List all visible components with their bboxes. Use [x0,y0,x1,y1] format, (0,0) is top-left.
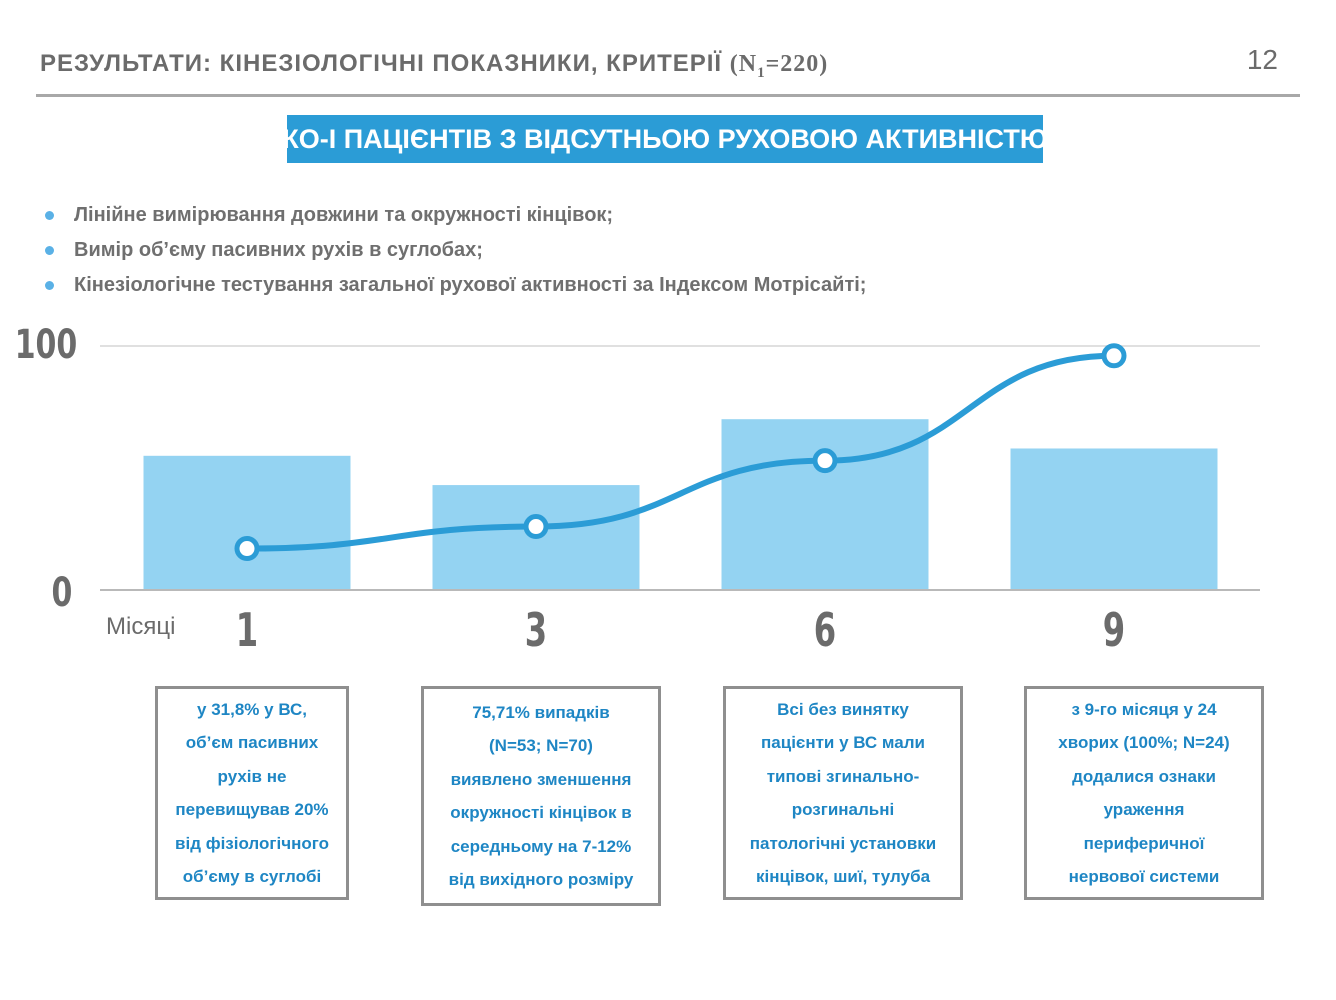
line-point-month-9 [1101,343,1127,369]
box-text: у 31,8% у ВС, об’єм пасивних рухів не перев… [175,699,329,887]
x-tick-label-3: 3 [525,604,547,657]
y-tick-label-min: 0 [52,570,73,616]
x-tick-label-9: 9 [1103,604,1125,657]
bullet-list: Лінійне вимірювання довжини та окружност… [40,198,866,303]
bar-month-6 [721,419,929,590]
line-point-month-1 [234,536,260,562]
bullet-dot-icon [45,246,54,255]
box-text: Всі без винятку пацієнти у ВС мали типові … [749,699,937,887]
bullet-dot-icon [45,281,54,290]
combo-chart: 0 100 Місяці 1 3 6 9 [15,322,1260,658]
trend-line [244,352,1117,552]
header-divider [36,94,1300,97]
y-tick-label-max: 100 [15,322,78,368]
line-point-month-3 [523,514,549,540]
x-axis-label: Місяці [106,613,175,640]
page-number: 12 [1246,44,1278,75]
bar-month-9 [1010,448,1218,590]
bar-month-1 [143,455,351,590]
slide-title: РЕЗУЛЬТАТИ: КІНЕЗІОЛОГІЧНІ ПОКАЗНИКИ, КР… [40,50,829,81]
finding-box-month-1: у 31,8% у ВС, об’єм пасивних рухів не перев… [155,686,349,900]
title-sample-size: (N1=220) [729,51,829,81]
bullet-dot-icon [45,211,54,220]
x-tick-label-1: 1 [236,604,258,657]
box-text: 75,71% випадків (N=53; N=70) виявлено змен… [448,702,634,890]
finding-box-month-9: з 9-го місяця у 24 хворих (100%; N=24) дод… [1024,686,1264,900]
x-tick-label-6: 6 [814,604,836,657]
finding-box-month-3: 75,71% випадків (N=53; N=70) виявлено змен… [421,686,661,906]
finding-box-month-6: Всі без винятку пацієнти у ВС мали типові … [723,686,963,900]
box-text: з 9-го місяця у 24 хворих (100%; N=24) дод… [1058,699,1230,887]
bullet-item: Лінійне вимірювання довжини та окружност… [40,198,866,233]
line-point-month-6 [812,448,838,474]
bullet-item: Кінезіологічне тестування загальної рухо… [40,268,866,303]
section-banner: КО-І ПАЦІЄНТІВ З ВІДСУТНЬОЮ РУХОВОЮ АКТИ… [282,115,1048,163]
bullet-item: Вимір об’єму пасивних рухів в суглобах; [40,233,866,268]
